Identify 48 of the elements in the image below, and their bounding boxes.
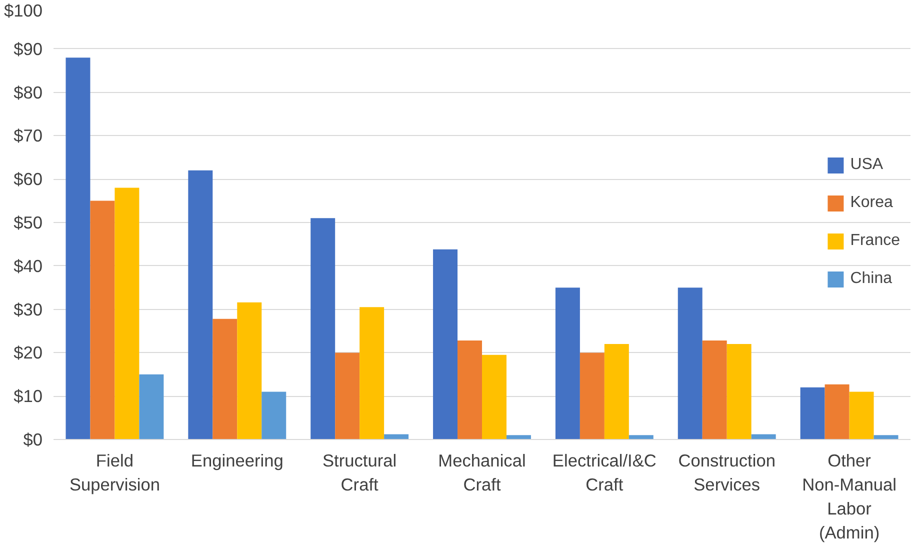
bar [90, 200, 115, 440]
bar [139, 374, 164, 440]
bar [580, 352, 604, 440]
bar [262, 392, 286, 440]
bar [726, 344, 752, 440]
bar [874, 435, 898, 440]
bar [335, 352, 360, 440]
x-tick-label: Construction Services [678, 450, 776, 494]
x-tick-label: Mechanical Craft [438, 450, 526, 494]
x-tick-label: Structural Craft [322, 450, 397, 494]
y-tick-label: $60 [14, 169, 43, 190]
bar [678, 288, 702, 440]
y-tick-label: $10 [14, 386, 43, 406]
y-tick-label: $40 [14, 256, 43, 276]
bar [800, 387, 825, 440]
x-tick-label: Electrical/I&C Craft [552, 450, 656, 494]
y-tick-label: $0 [23, 430, 43, 450]
bar [237, 302, 262, 440]
legend-label: Korea [850, 194, 893, 212]
x-tick-label: Other Non-Manual Labor (Admin) [802, 450, 896, 542]
legend-label: China [850, 270, 892, 288]
legend-label: USA [850, 156, 884, 174]
bar [824, 384, 850, 440]
bar [188, 170, 213, 440]
legend-label: France [850, 232, 900, 250]
y-tick-label: $80 [14, 82, 43, 102]
bar [114, 188, 140, 440]
bar [555, 288, 580, 440]
bar [702, 340, 727, 440]
bar [482, 354, 506, 440]
y-tick-label: $20 [14, 342, 43, 363]
bar [433, 249, 458, 440]
bar [360, 307, 384, 440]
bar [628, 435, 654, 440]
bar [849, 392, 874, 440]
bar [458, 340, 482, 440]
y-tick-label: $100 [4, 0, 43, 20]
y-tick-label: $90 [14, 38, 43, 59]
bar [212, 318, 238, 440]
bar [506, 435, 531, 440]
y-tick-label: $30 [14, 299, 43, 320]
bar [604, 344, 629, 440]
x-tick-label: Field Supervision [69, 450, 160, 494]
x-tick-label: Engineering [190, 450, 284, 470]
bar [310, 218, 336, 440]
bar [66, 58, 90, 440]
y-tick-label: $50 [14, 212, 43, 232]
y-tick-label: $70 [14, 126, 43, 146]
